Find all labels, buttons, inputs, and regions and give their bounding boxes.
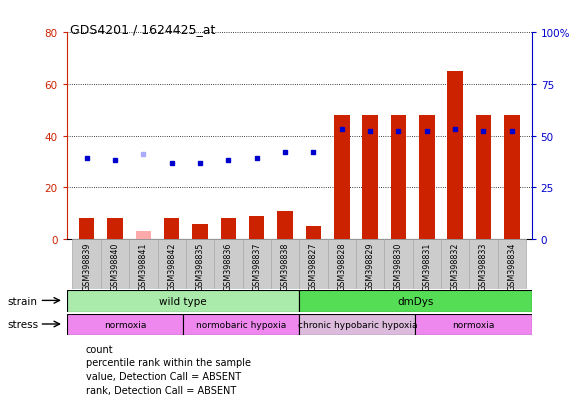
- FancyBboxPatch shape: [415, 314, 532, 335]
- Bar: [277, 211, 293, 240]
- Text: dmDys: dmDys: [397, 296, 433, 306]
- Text: GSM398835: GSM398835: [196, 242, 205, 290]
- FancyBboxPatch shape: [186, 240, 214, 289]
- Text: GSM398834: GSM398834: [507, 242, 517, 290]
- Text: percentile rank within the sample: percentile rank within the sample: [86, 358, 251, 368]
- FancyBboxPatch shape: [299, 314, 415, 335]
- Text: GSM398836: GSM398836: [224, 242, 233, 290]
- FancyBboxPatch shape: [299, 290, 532, 312]
- FancyBboxPatch shape: [384, 240, 413, 289]
- FancyBboxPatch shape: [129, 240, 157, 289]
- Bar: [419, 116, 435, 240]
- Bar: [107, 219, 123, 240]
- FancyBboxPatch shape: [413, 240, 441, 289]
- Text: rank, Detection Call = ABSENT: rank, Detection Call = ABSENT: [86, 385, 236, 395]
- Bar: [164, 219, 180, 240]
- Text: value, Detection Call = ABSENT: value, Detection Call = ABSENT: [86, 371, 241, 381]
- Bar: [79, 219, 95, 240]
- FancyBboxPatch shape: [356, 240, 384, 289]
- Text: normoxia: normoxia: [453, 320, 494, 329]
- FancyBboxPatch shape: [214, 240, 242, 289]
- Bar: [306, 227, 321, 240]
- FancyBboxPatch shape: [73, 240, 101, 289]
- Text: GSM398830: GSM398830: [394, 242, 403, 290]
- Bar: [390, 116, 406, 240]
- Bar: [221, 219, 236, 240]
- FancyBboxPatch shape: [67, 314, 183, 335]
- Bar: [447, 72, 463, 240]
- Text: GSM398833: GSM398833: [479, 242, 488, 290]
- FancyBboxPatch shape: [101, 240, 129, 289]
- Text: stress: stress: [8, 320, 39, 330]
- Text: chronic hypobaric hypoxia: chronic hypobaric hypoxia: [297, 320, 417, 329]
- FancyBboxPatch shape: [157, 240, 186, 289]
- Text: wild type: wild type: [159, 296, 207, 306]
- FancyBboxPatch shape: [271, 240, 299, 289]
- Text: normobaric hypoxia: normobaric hypoxia: [196, 320, 286, 329]
- Text: strain: strain: [8, 296, 38, 306]
- Text: GSM398838: GSM398838: [281, 242, 289, 290]
- FancyBboxPatch shape: [299, 240, 328, 289]
- FancyBboxPatch shape: [183, 314, 299, 335]
- FancyBboxPatch shape: [441, 240, 469, 289]
- Text: GSM398828: GSM398828: [337, 242, 346, 290]
- Bar: [249, 216, 264, 240]
- Text: count: count: [86, 344, 114, 354]
- FancyBboxPatch shape: [328, 240, 356, 289]
- Bar: [363, 116, 378, 240]
- Text: GSM398837: GSM398837: [252, 242, 261, 290]
- Text: GSM398840: GSM398840: [110, 242, 120, 290]
- Text: GSM398829: GSM398829: [365, 242, 375, 290]
- Text: GSM398842: GSM398842: [167, 242, 176, 290]
- Text: GSM398839: GSM398839: [82, 242, 91, 290]
- Bar: [476, 116, 491, 240]
- Text: GSM398827: GSM398827: [309, 242, 318, 290]
- Text: GDS4201 / 1624425_at: GDS4201 / 1624425_at: [70, 23, 215, 36]
- Text: normoxia: normoxia: [104, 320, 146, 329]
- Text: GSM398831: GSM398831: [422, 242, 431, 290]
- FancyBboxPatch shape: [242, 240, 271, 289]
- FancyBboxPatch shape: [67, 290, 299, 312]
- Bar: [334, 116, 350, 240]
- FancyBboxPatch shape: [469, 240, 497, 289]
- Bar: [192, 224, 208, 240]
- Bar: [135, 232, 151, 240]
- Text: GSM398832: GSM398832: [451, 242, 460, 290]
- Text: GSM398841: GSM398841: [139, 242, 148, 290]
- FancyBboxPatch shape: [497, 240, 526, 289]
- Bar: [504, 116, 519, 240]
